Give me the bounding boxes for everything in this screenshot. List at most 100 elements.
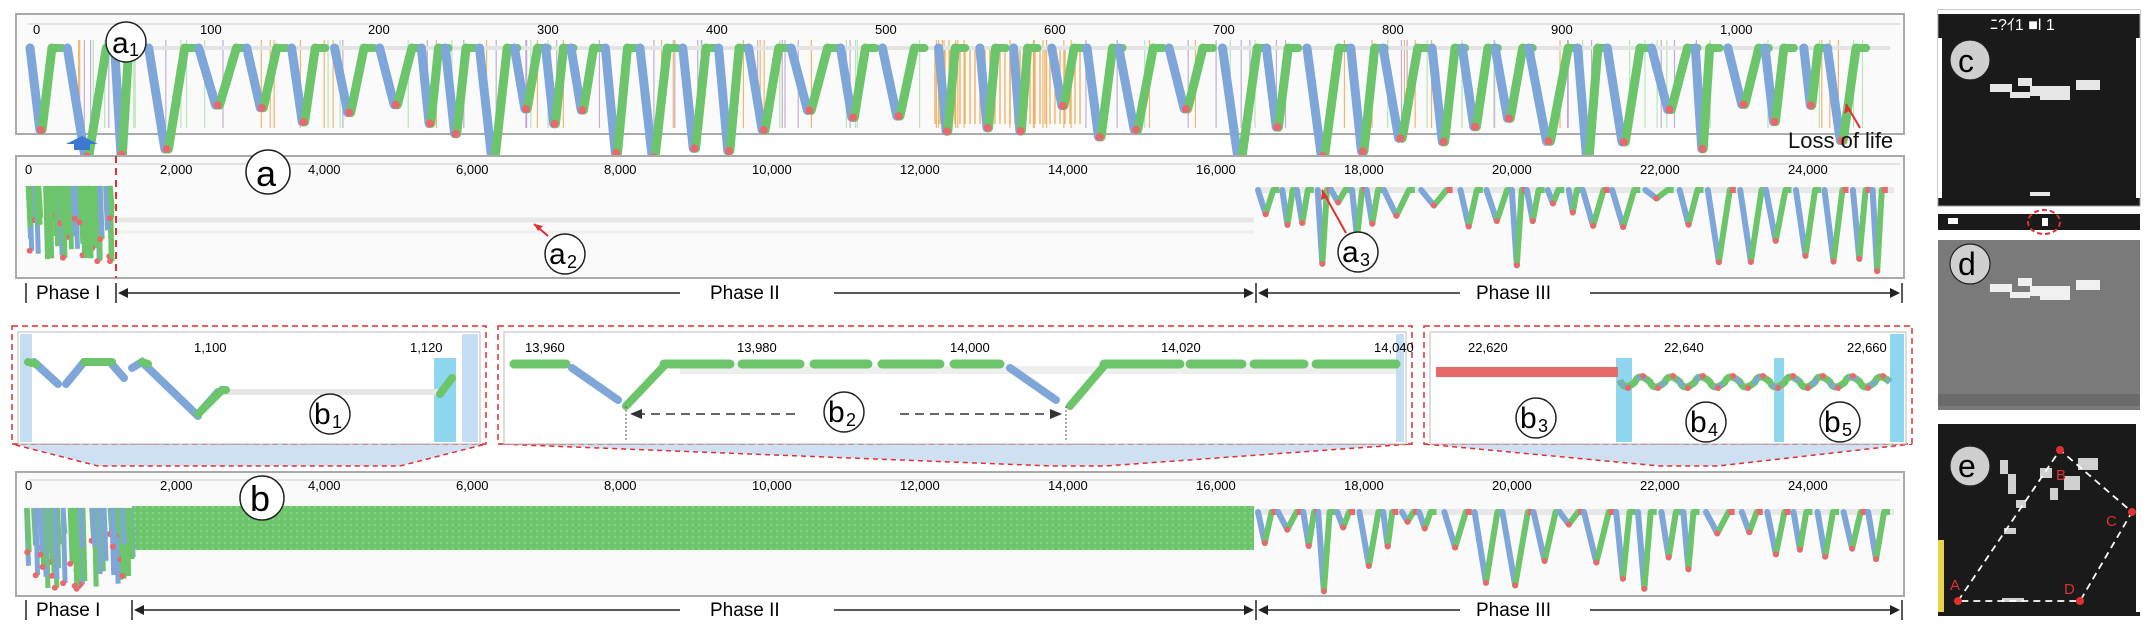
trace-dot xyxy=(1772,551,1779,558)
trace-dot xyxy=(759,125,768,134)
trace-dot xyxy=(1619,138,1628,147)
trace-dot xyxy=(1320,588,1327,595)
trace-segment xyxy=(650,43,672,162)
svg-text:2: 2 xyxy=(846,410,856,430)
trace-dot xyxy=(849,113,858,122)
trace-segment xyxy=(119,507,127,545)
b-tick: 2,000 xyxy=(160,478,193,493)
label-a3: a 3 xyxy=(1337,231,1379,273)
trace-segment xyxy=(1545,43,1573,146)
a1-tick: 400 xyxy=(706,22,728,37)
trace-segment xyxy=(346,43,369,118)
a-tick: 8,000 xyxy=(604,162,637,177)
a-tick: 0 xyxy=(25,162,32,177)
trace-dot xyxy=(1593,559,1600,566)
trace-dot xyxy=(1095,132,1104,141)
trace-segment xyxy=(95,507,103,575)
b1-tick: 1,100 xyxy=(194,340,227,355)
trace-dot xyxy=(1439,137,1448,146)
svg-text:5: 5 xyxy=(1842,420,1852,440)
svg-text:2: 2 xyxy=(567,252,577,272)
trace-dot xyxy=(578,106,587,115)
b-tick: 4,000 xyxy=(308,478,341,493)
trace-segment xyxy=(1320,43,1344,161)
svg-text:b: b xyxy=(314,398,331,431)
trace-segment xyxy=(1164,43,1189,114)
label-c: c xyxy=(1949,39,1991,81)
svg-text:b: b xyxy=(1824,406,1841,439)
trace-segment xyxy=(1807,43,1823,110)
trace-dot xyxy=(1131,125,1140,134)
trace-segment xyxy=(490,43,512,166)
trace-segment xyxy=(110,507,118,547)
trace-dot xyxy=(1016,127,1025,136)
trace-segment xyxy=(1641,509,1654,592)
trace-segment xyxy=(806,43,833,115)
b-tick: 16,000 xyxy=(1196,478,1236,493)
trace-segment xyxy=(1873,509,1888,563)
trace-segment xyxy=(1849,509,1864,552)
trace-segment xyxy=(943,43,960,136)
phase-row-a: Phase I Phase II Phase III xyxy=(25,283,1903,304)
trace-segment xyxy=(1183,43,1208,114)
trace-dot xyxy=(894,112,903,121)
b2-tick: 13,960 xyxy=(525,340,565,355)
trace-dot xyxy=(1653,195,1660,202)
trace-dot xyxy=(1340,524,1347,531)
trace-segment xyxy=(1441,509,1459,551)
panel-e: A B C D e xyxy=(1938,420,2140,616)
a-tick: 6,000 xyxy=(456,162,489,177)
a1-tick: 300 xyxy=(537,22,559,37)
trace-dot xyxy=(1715,259,1722,266)
svg-text:b: b xyxy=(250,478,270,519)
trace-dot xyxy=(1619,575,1626,582)
svg-text:d: d xyxy=(1958,246,1976,282)
panel-a1: 0 100 200 300 400 500 600 700 800 900 1,… xyxy=(15,13,1905,166)
trace-segment xyxy=(452,43,471,139)
trace-dot xyxy=(522,104,531,113)
trace-segment xyxy=(1609,187,1627,231)
trace-segment xyxy=(1217,43,1243,165)
svg-text:3: 3 xyxy=(1360,250,1370,270)
trace-segment xyxy=(1284,187,1296,228)
trace-segment xyxy=(760,43,784,135)
trace-segment xyxy=(744,43,767,135)
trace-segment xyxy=(1319,187,1330,267)
b345-tick: 22,660 xyxy=(1847,340,1887,355)
trace-segment xyxy=(1772,509,1788,558)
trace-dot xyxy=(257,103,266,112)
trace-segment xyxy=(1770,43,1789,127)
trace-segment xyxy=(113,507,121,535)
trace-dot xyxy=(36,125,45,134)
trace-dot xyxy=(1549,200,1556,207)
trace-segment xyxy=(330,43,353,118)
b-tick: 10,000 xyxy=(752,478,792,493)
trace-segment xyxy=(1573,43,1592,166)
a-tick: 4,000 xyxy=(308,162,341,177)
trace-segment xyxy=(1746,509,1760,536)
trace-segment xyxy=(1378,43,1404,143)
panel-b1: 1,100 1,120 b 1 xyxy=(11,325,487,445)
trace-dot xyxy=(1746,529,1753,536)
svg-text:a: a xyxy=(549,238,566,271)
trace-segment xyxy=(1359,43,1380,156)
trace-dot xyxy=(345,108,354,117)
trace-dot xyxy=(1284,526,1291,533)
trace-segment xyxy=(103,185,111,231)
svg-text:3: 3 xyxy=(1538,416,1548,436)
trace-segment xyxy=(1299,187,1311,226)
trace-dot xyxy=(1384,543,1391,550)
trace-segment xyxy=(1273,43,1293,132)
trace-segment xyxy=(1262,187,1277,218)
trace-dot xyxy=(1856,255,1863,262)
trace-segment xyxy=(1513,187,1525,269)
a1-tick: 200 xyxy=(368,22,390,37)
panel-a1-ticks: 0 100 200 300 400 500 600 700 800 900 1,… xyxy=(33,22,1753,37)
trace-segment xyxy=(1647,43,1673,115)
label-a2: a 2 xyxy=(544,233,586,275)
trace-dot xyxy=(1335,199,1342,206)
trace-segment xyxy=(86,185,94,259)
trace-segment xyxy=(1471,43,1493,132)
point-A: A xyxy=(1950,577,1960,594)
